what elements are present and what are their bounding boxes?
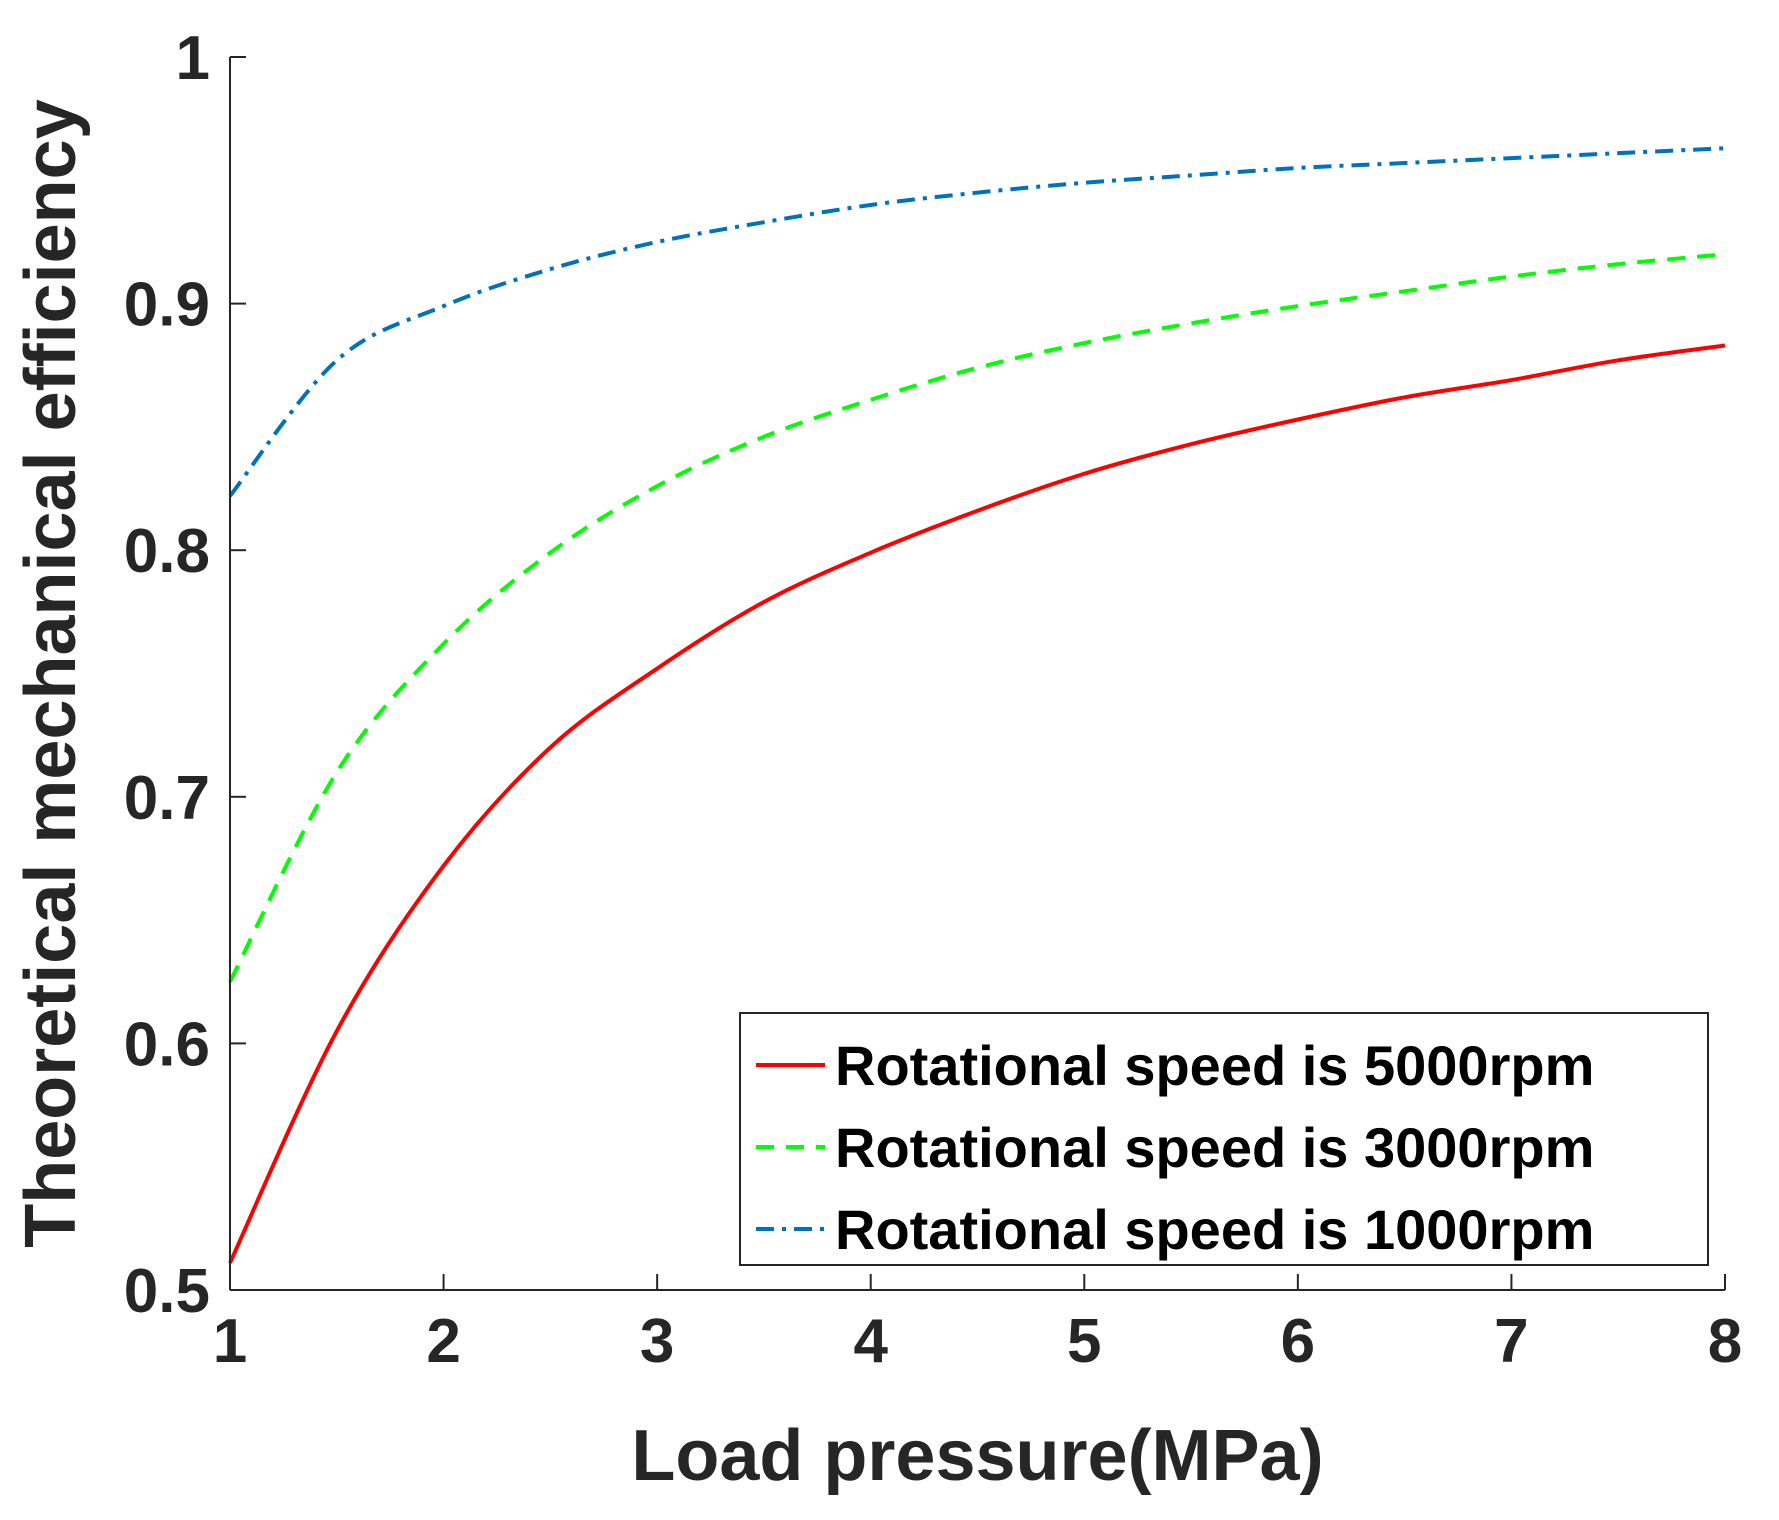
axes [229,57,1725,1291]
x-tick-label: 2 [426,1307,460,1376]
x-tick-label: 1 [213,1307,247,1376]
series-line-1000rpm [228,146,1726,498]
legend: Rotational speed is 5000rpm Rotational sp… [739,1012,1709,1266]
x-axis-label: Load pressure(MPa) [631,1416,1323,1496]
legend-box [739,1012,1709,1266]
legend-entry-1000rpm: Rotational speed is 1000rpm [756,1198,1594,1261]
y-axis-label: Theoretical mechanical efficiency [11,99,91,1247]
y-tick-label: 0.8 [124,517,210,586]
series-line-5000rpm [228,343,1726,1264]
x-tick-label: 6 [1281,1307,1315,1376]
tick-layer: 1 2 3 4 5 6 7 8 0.5 0.6 0.7 0.8 0.9 1 [124,24,1742,1376]
legend-entry-3000rpm: Rotational speed is 3000rpm [756,1116,1594,1179]
legend-entries: Rotational speed is 5000rpm Rotational sp… [756,1034,1594,1261]
y-tick-label: 0.5 [124,1257,210,1326]
y-tick-label: 0.7 [124,764,210,833]
x-tick-label: 8 [1708,1307,1742,1376]
x-tick-label: 4 [853,1307,888,1376]
series-line-3000rpm [228,252,1726,983]
x-tick-label: 3 [640,1307,674,1376]
legend-label: Rotational speed is 1000rpm [835,1198,1594,1261]
y-tick-label: 0.9 [124,271,210,340]
y-tick-label: 1 [176,24,210,93]
y-tick-label: 0.6 [124,1010,210,1079]
legend-entry-5000rpm: Rotational speed is 5000rpm [756,1034,1594,1097]
x-tick-label: 7 [1494,1307,1528,1376]
legend-label: Rotational speed is 3000rpm [835,1116,1594,1179]
legend-label: Rotational speed is 5000rpm [835,1034,1594,1097]
x-tick-label: 5 [1067,1307,1101,1376]
series-layer [228,146,1726,1264]
